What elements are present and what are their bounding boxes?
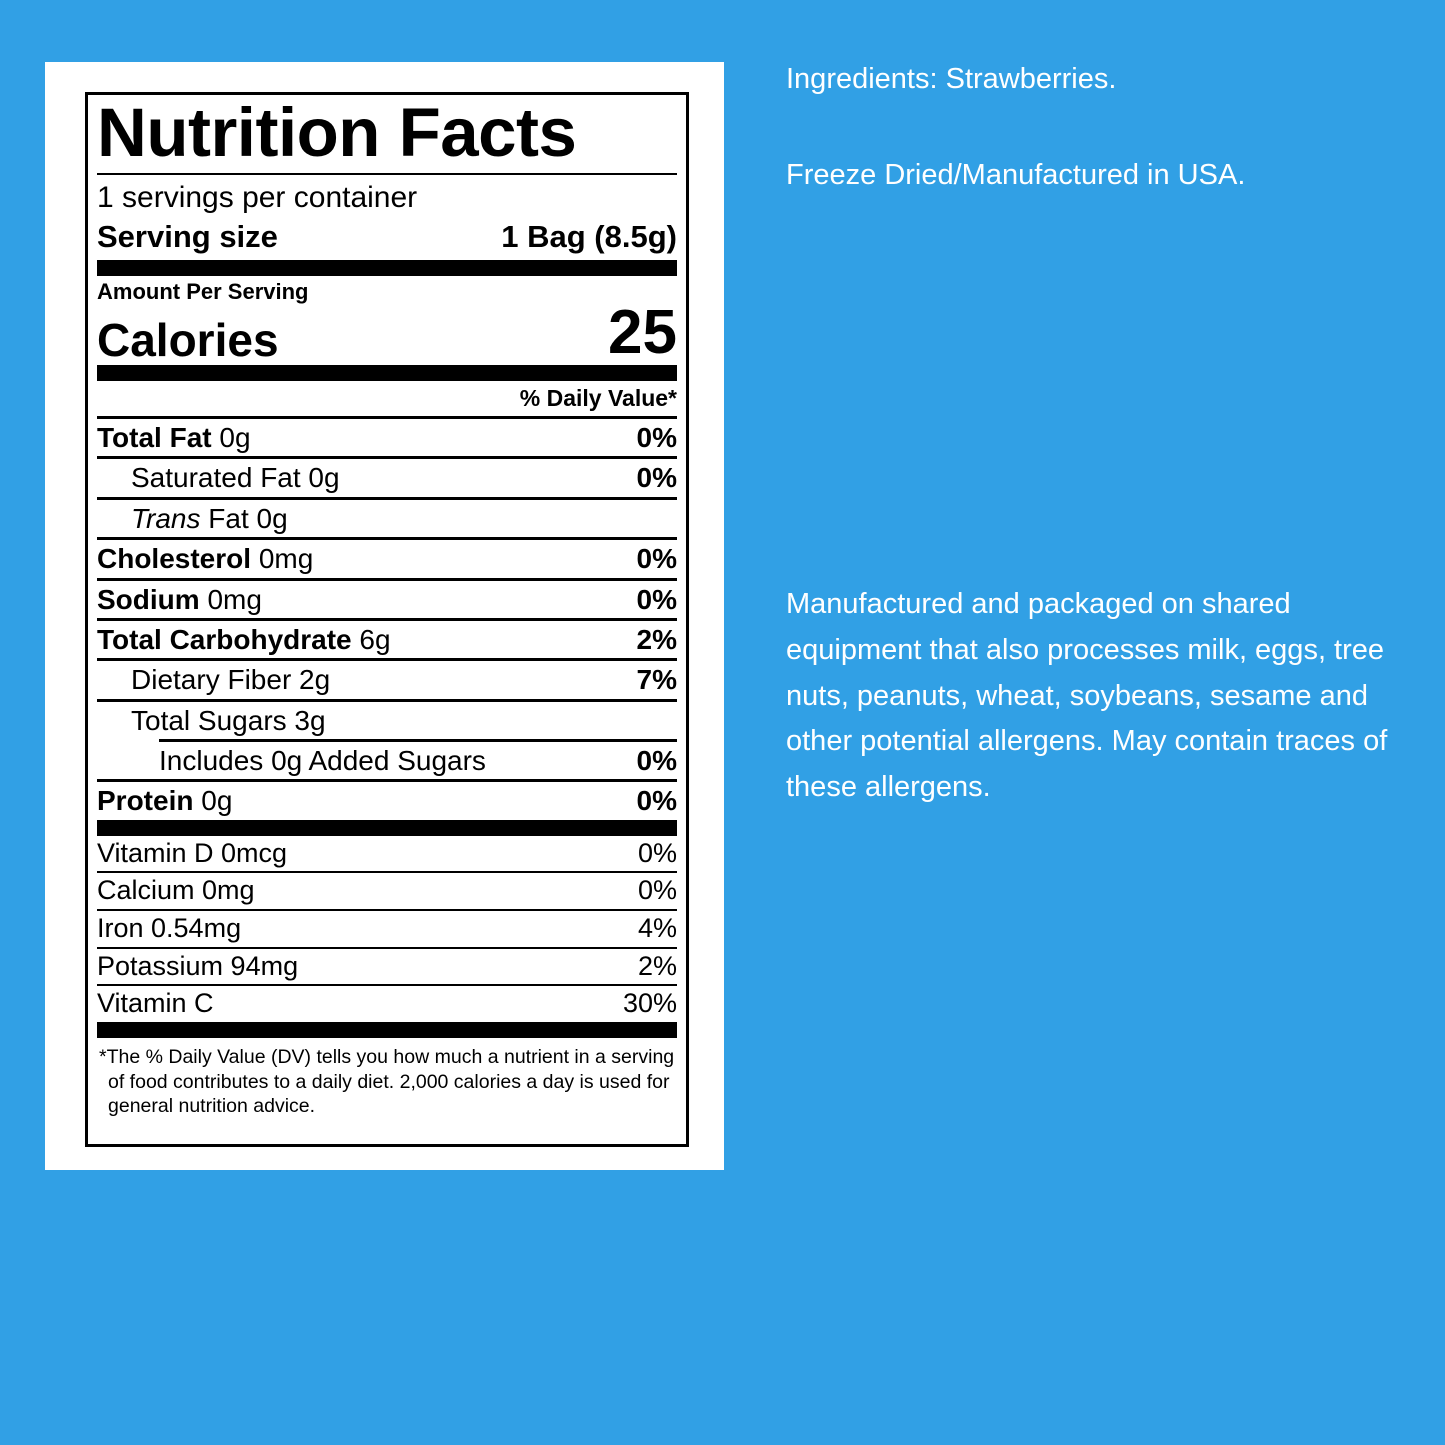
total-fat-dv: 0% [636,422,677,454]
trans-fat-italic-label: Trans [131,502,201,534]
divider-dv-header [97,416,677,420]
nutrient-row-sodium: Sodium 0mg 0% [97,581,677,618]
divider-vitamin-d [97,871,677,874]
total-sugars-label: Total Sugars 3g [131,704,326,736]
trans-fat-amount: Fat 0g [208,502,288,534]
nutrition-facts-title: Nutrition Facts [97,94,577,171]
divider-dietary-fiber [97,698,677,702]
cholesterol-dv: 0% [636,543,677,575]
divider-total-fat [97,456,677,460]
vitamin-d-dv: 0% [637,837,677,868]
daily-value-footnote: *The % Daily Value (DV) tells you how mu… [99,1046,675,1118]
iron-label: Iron 0.54mg [97,913,242,944]
nutrient-row-total-carbohydrate: Total Carbohydrate 6g 2% [97,621,677,658]
micronutrient-row-potassium: Potassium 94mg 2% [97,949,677,985]
divider-bar-calories [97,365,677,382]
nutrition-label-card: Nutrition Facts 1 servings per container… [45,62,724,1170]
cholesterol-label: Cholesterol [97,543,252,575]
nutrient-row-added-sugars: Includes 0g Added Sugars 0% [97,742,677,779]
iron-dv: 4% [637,913,677,944]
divider-added-sugars [97,779,677,783]
divider-trans-fat [97,537,677,541]
sodium-amount: 0mg [207,583,262,615]
calories-label: Calories [97,314,279,367]
micronutrient-row-iron: Iron 0.54mg 4% [97,911,677,947]
protein-dv: 0% [636,785,677,817]
micronutrient-row-calcium: Calcium 0mg 0% [97,873,677,909]
serving-size-label: Serving size [97,219,278,254]
saturated-fat-dv: 0% [636,462,677,494]
nutrient-row-total-fat: Total Fat 0g 0% [97,419,677,456]
potassium-dv: 2% [637,950,677,981]
daily-value-header: % Daily Value* [519,385,677,412]
total-fat-amount: 0g [219,422,251,454]
divider-iron [97,946,677,949]
allergen-statement: Manufactured and packaged on shared equi… [786,588,1388,804]
nutrient-row-saturated-fat: Saturated Fat 0g 0% [97,459,677,496]
added-sugars-dv: 0% [636,744,677,776]
vitamin-c-dv: 30% [622,988,677,1019]
amount-per-serving-label: Amount Per Serving [97,279,309,304]
side-info-panel: Ingredients: Strawberries. Freeze Dried/… [786,58,1386,197]
serving-size-value: 1 Bag (8.5g) [501,219,677,254]
protein-amount: 0g [201,785,233,817]
divider-under-title [97,172,677,175]
micronutrient-row-vitamin-d: Vitamin D 0mcg 0% [97,836,677,872]
divider-saturated-fat [97,496,677,500]
potassium-label: Potassium 94mg [97,950,299,981]
nutrient-row-trans-fat: Trans Fat 0g [97,500,677,537]
divider-bar-footnote [97,1022,677,1039]
calcium-label: Calcium 0mg [97,875,255,906]
sodium-dv: 0% [636,583,677,615]
calcium-dv: 0% [637,875,677,906]
divider-bar-protein [97,819,677,836]
servings-per-container: 1 servings per container [97,180,418,214]
divider-total-sugars [159,738,677,742]
divider-calcium [97,909,677,912]
serving-size-row: Serving size 1 Bag (8.5g) [97,218,677,260]
nutrient-row-total-sugars: Total Sugars 3g [97,702,677,739]
divider-potassium [97,984,677,987]
divider-bar-serving [97,260,677,276]
saturated-fat-label: Saturated Fat 0g [131,462,340,494]
calories-value: 25 [608,298,677,368]
nutrient-row-dietary-fiber: Dietary Fiber 2g 7% [97,661,677,698]
ingredients-statement: Ingredients: Strawberries. [786,63,1117,95]
origin-statement: Freeze Dried/Manufactured in USA. [786,158,1246,191]
nutrient-row-protein: Protein 0g 0% [97,782,677,819]
dietary-fiber-dv: 7% [636,664,677,696]
total-fat-label: Total Fat [97,422,212,454]
added-sugars-label: Includes 0g Added Sugars [159,744,486,776]
sodium-label: Sodium [97,583,200,615]
protein-label: Protein [97,785,194,817]
total-carbohydrate-amount: 6g [359,623,391,655]
calories-row: Calories 25 [97,298,677,368]
nutrition-facts-panel: Nutrition Facts 1 servings per container… [85,92,689,1147]
vitamin-c-label: Vitamin C [97,988,214,1019]
total-carbohydrate-label: Total Carbohydrate [97,623,352,655]
divider-sodium [97,617,677,621]
dietary-fiber-label: Dietary Fiber 2g [131,664,331,696]
micronutrient-row-vitamin-c: Vitamin C 30% [97,986,677,1022]
label-title-block: Nutrition Facts [97,94,677,173]
vitamin-d-label: Vitamin D 0mcg [97,837,288,868]
nutrient-row-cholesterol: Cholesterol 0mg 0% [97,540,677,577]
divider-cholesterol [97,577,677,581]
cholesterol-amount: 0mg [258,543,314,575]
divider-total-carbohydrate [97,658,677,662]
total-carbohydrate-dv: 2% [636,623,677,655]
